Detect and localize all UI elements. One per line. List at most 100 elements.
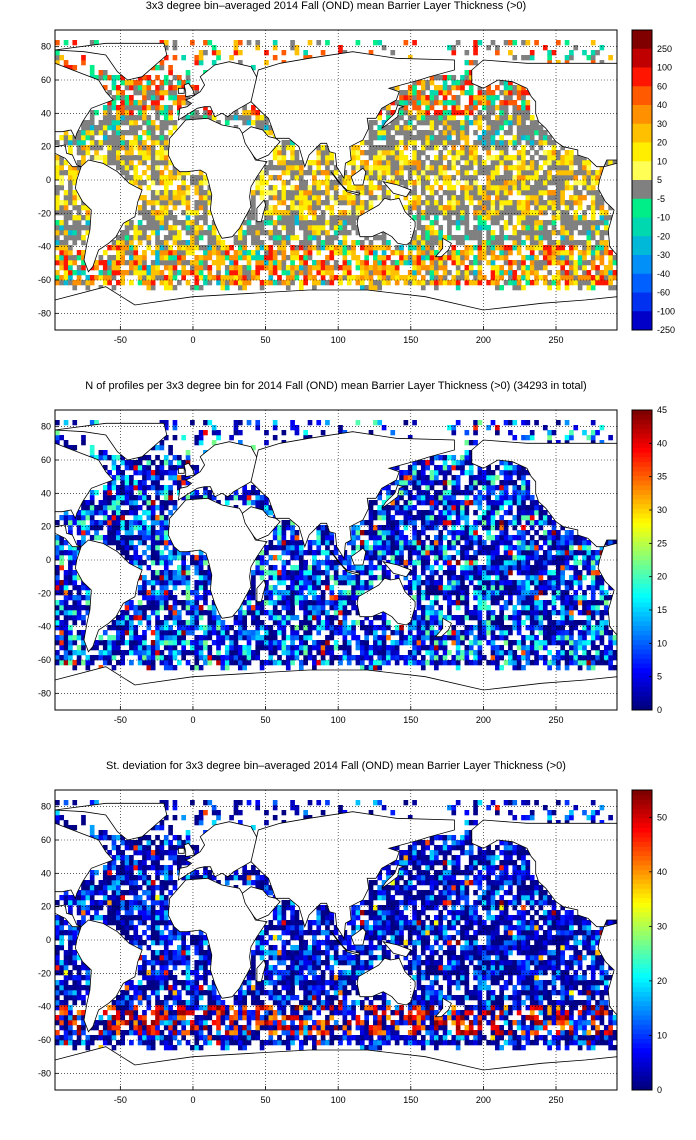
data-cell	[560, 180, 566, 186]
data-cell	[495, 185, 500, 191]
data-cell	[569, 615, 574, 621]
data-cell	[159, 175, 165, 181]
data-cell	[420, 180, 426, 186]
data-cell	[590, 630, 596, 636]
data-cell	[325, 220, 330, 226]
data-cell	[272, 205, 278, 211]
data-cell	[312, 605, 317, 611]
data-cell	[220, 655, 226, 661]
data-cell	[246, 210, 252, 216]
data-cell	[72, 65, 78, 71]
data-cell	[420, 280, 426, 286]
data-cell	[72, 40, 78, 46]
data-cell	[434, 650, 439, 656]
data-cell	[285, 280, 291, 286]
data-cell	[316, 230, 322, 236]
data-cell	[333, 625, 339, 631]
data-cell	[355, 210, 361, 216]
data-cell	[259, 645, 265, 651]
data-cell	[521, 185, 526, 191]
data-cell	[129, 260, 134, 266]
data-cell	[198, 615, 204, 621]
data-cell	[556, 275, 561, 281]
data-cell	[425, 575, 430, 581]
data-cell	[168, 660, 173, 666]
data-cell	[181, 180, 186, 186]
data-cell	[542, 625, 548, 631]
data-cell	[564, 600, 570, 606]
data-cell	[203, 610, 208, 616]
data-cell	[163, 210, 169, 216]
data-cell	[564, 40, 570, 46]
data-cell	[316, 280, 322, 286]
data-cell	[460, 655, 465, 661]
data-cell	[455, 600, 461, 606]
data-cell	[403, 205, 409, 211]
data-cell	[89, 120, 95, 126]
data-cell	[490, 210, 496, 216]
data-cell	[416, 80, 422, 86]
data-cell	[464, 650, 470, 656]
data-cell	[277, 610, 282, 616]
data-cell	[320, 600, 326, 606]
data-cell	[294, 50, 300, 56]
data-cell	[163, 220, 169, 226]
data-cell	[468, 190, 474, 196]
data-cell	[216, 640, 221, 646]
data-cell	[246, 275, 252, 281]
data-cell	[547, 610, 552, 616]
data-cell	[155, 230, 160, 236]
data-cell	[603, 620, 609, 626]
data-cell	[342, 655, 348, 661]
data-cell	[102, 105, 108, 111]
data-cell	[307, 210, 313, 216]
data-cell	[381, 245, 387, 251]
data-cell	[599, 580, 605, 586]
data-cell	[438, 255, 444, 261]
land-outline	[381, 104, 405, 129]
data-cell	[63, 240, 69, 246]
data-cell	[55, 275, 60, 281]
data-cell	[394, 120, 400, 126]
data-cell	[434, 255, 439, 261]
data-cell	[259, 175, 265, 181]
data-cell	[89, 145, 95, 151]
data-cell	[124, 615, 130, 621]
data-cell	[586, 190, 592, 196]
data-cell	[416, 245, 422, 251]
data-cell	[242, 230, 247, 236]
data-cell	[72, 615, 78, 621]
data-cell	[495, 590, 500, 596]
data-cell	[298, 215, 304, 221]
data-cell	[211, 655, 217, 661]
data-cell	[464, 115, 470, 121]
data-cell	[582, 275, 587, 281]
data-cell	[416, 625, 422, 631]
data-cell	[185, 605, 191, 611]
data-cell	[194, 260, 200, 266]
data-cell	[259, 600, 265, 606]
data-cell	[338, 220, 343, 226]
data-cell	[68, 250, 73, 256]
data-cell	[307, 655, 313, 661]
data-cell	[312, 210, 317, 216]
data-cell	[473, 255, 478, 261]
data-cell	[290, 140, 295, 146]
data-cell	[63, 590, 69, 596]
data-cell	[137, 115, 143, 121]
data-cell	[499, 575, 505, 581]
data-cell	[224, 245, 230, 251]
data-cell	[281, 180, 287, 186]
data-cell	[150, 230, 156, 236]
data-cell	[281, 140, 287, 146]
data-cell	[333, 225, 339, 231]
data-cell	[412, 275, 417, 281]
data-cell	[460, 640, 465, 646]
data-cell	[468, 645, 474, 651]
data-cell	[486, 585, 491, 591]
data-cell	[429, 265, 435, 271]
data-cell	[564, 665, 570, 671]
data-cell	[111, 145, 117, 151]
data-cell	[346, 160, 352, 166]
data-cell	[403, 135, 409, 141]
